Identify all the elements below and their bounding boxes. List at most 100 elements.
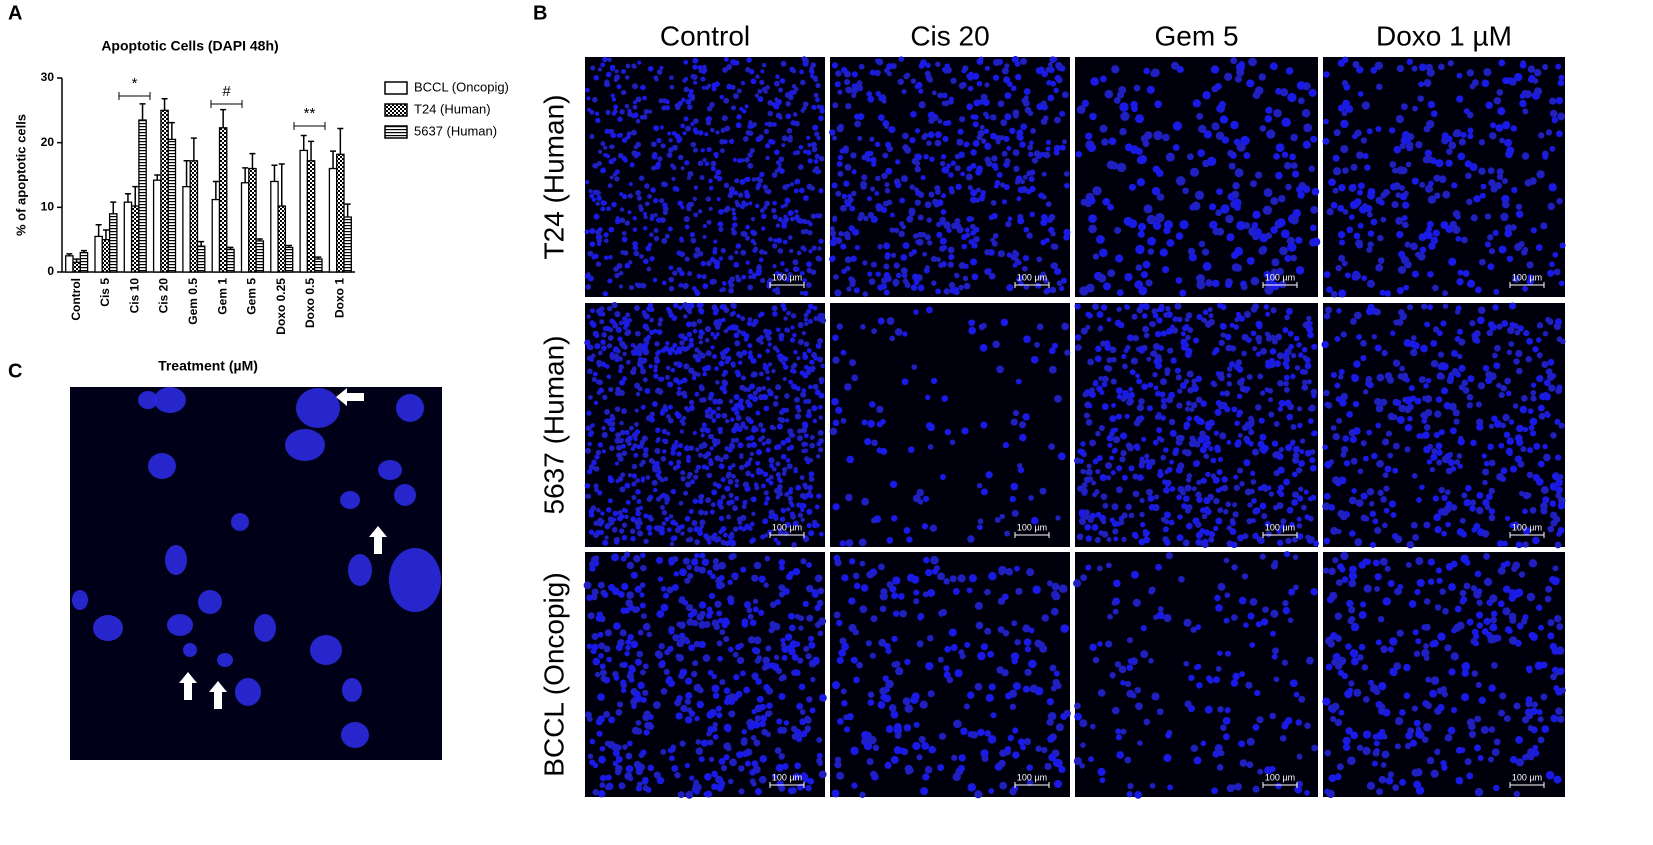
nucleus <box>795 150 801 155</box>
nucleus <box>1012 751 1020 759</box>
nucleus <box>1350 163 1358 171</box>
nucleus <box>724 125 731 132</box>
nucleus <box>1099 75 1107 83</box>
nucleus <box>1251 497 1257 504</box>
nucleus <box>590 505 597 512</box>
nucleus <box>808 303 814 310</box>
nucleus <box>715 413 722 419</box>
nucleus <box>852 629 859 636</box>
nucleus <box>1197 436 1205 444</box>
nucleus <box>612 510 619 517</box>
nucleus <box>644 183 650 189</box>
nucleus <box>858 211 865 219</box>
nucleus <box>1522 285 1529 292</box>
nucleus <box>762 471 769 478</box>
nucleus <box>721 412 728 419</box>
nucleus <box>698 566 706 574</box>
nucleus <box>1519 99 1527 108</box>
nucleus <box>621 69 627 75</box>
nucleus <box>781 654 788 661</box>
bar <box>123 201 133 273</box>
nucleus <box>1022 685 1030 693</box>
nucleus <box>854 244 860 251</box>
nucleus <box>1059 144 1066 151</box>
nucleus <box>702 453 709 460</box>
error-bar <box>256 238 263 241</box>
nucleus <box>766 388 772 394</box>
nucleus <box>1450 504 1458 511</box>
nucleus <box>1049 664 1057 672</box>
nucleus <box>1401 215 1408 221</box>
nucleus <box>627 473 633 478</box>
nucleus <box>884 254 890 260</box>
nucleus <box>786 463 793 470</box>
nucleus <box>698 329 704 335</box>
nucleus <box>1374 526 1382 535</box>
nucleus <box>1175 232 1184 240</box>
nucleus <box>1156 193 1165 201</box>
nucleus <box>997 250 1005 258</box>
nucleus <box>797 512 804 518</box>
nucleus <box>1396 230 1404 239</box>
nucleus <box>1463 108 1470 115</box>
scale-bar <box>769 282 805 288</box>
nucleus <box>845 86 853 94</box>
nucleus <box>771 425 776 431</box>
legend-label: BCCL (Oncopig) <box>414 79 509 94</box>
nucleus <box>772 288 777 293</box>
nucleus <box>619 429 626 436</box>
nucleus <box>908 446 915 453</box>
nucleus <box>1366 128 1373 135</box>
nucleus <box>963 282 971 290</box>
nucleus <box>687 572 694 579</box>
nucleus <box>1436 449 1443 456</box>
nucleus <box>870 261 877 268</box>
nucleus <box>832 334 839 342</box>
nucleus <box>1394 399 1402 407</box>
nucleus <box>1549 500 1557 507</box>
nucleus <box>776 423 783 430</box>
nucleus <box>752 674 759 681</box>
nucleus <box>672 465 678 471</box>
nucleus <box>1355 151 1364 159</box>
nucleus <box>721 286 727 292</box>
nucleus <box>589 357 595 362</box>
nucleus <box>676 459 682 465</box>
nucleus <box>1215 371 1221 376</box>
nucleus <box>613 104 619 110</box>
nucleus <box>796 435 803 442</box>
nucleus <box>1489 132 1497 140</box>
nucleus <box>754 93 759 98</box>
nucleus <box>607 183 613 189</box>
nucleus <box>1451 182 1458 189</box>
nucleus <box>634 421 639 427</box>
nucleus <box>683 116 689 122</box>
nucleus <box>802 351 807 356</box>
nucleus <box>1555 387 1563 395</box>
nucleus <box>743 686 751 694</box>
nucleus <box>1418 81 1424 88</box>
nucleus <box>668 285 675 292</box>
nucleus <box>1330 201 1338 209</box>
nucleus <box>765 438 772 445</box>
nucleus <box>651 479 658 486</box>
nucleus <box>630 698 638 706</box>
nucleus <box>1549 482 1558 491</box>
nucleus <box>1009 703 1017 711</box>
nucleus <box>586 410 592 416</box>
nucleus <box>927 111 936 119</box>
nucleus <box>1464 160 1472 168</box>
nucleus <box>602 591 609 598</box>
nucleus <box>1221 484 1229 492</box>
nucleus <box>1226 366 1233 372</box>
nucleus <box>1042 115 1049 122</box>
nucleus <box>1233 203 1241 211</box>
nucleus <box>798 144 804 150</box>
nucleus <box>708 433 715 440</box>
nucleus <box>1445 159 1453 167</box>
nucleus <box>1366 429 1373 436</box>
nucleus <box>851 71 858 78</box>
nucleus <box>860 584 869 592</box>
nucleus <box>878 95 885 102</box>
nucleus <box>834 756 842 764</box>
